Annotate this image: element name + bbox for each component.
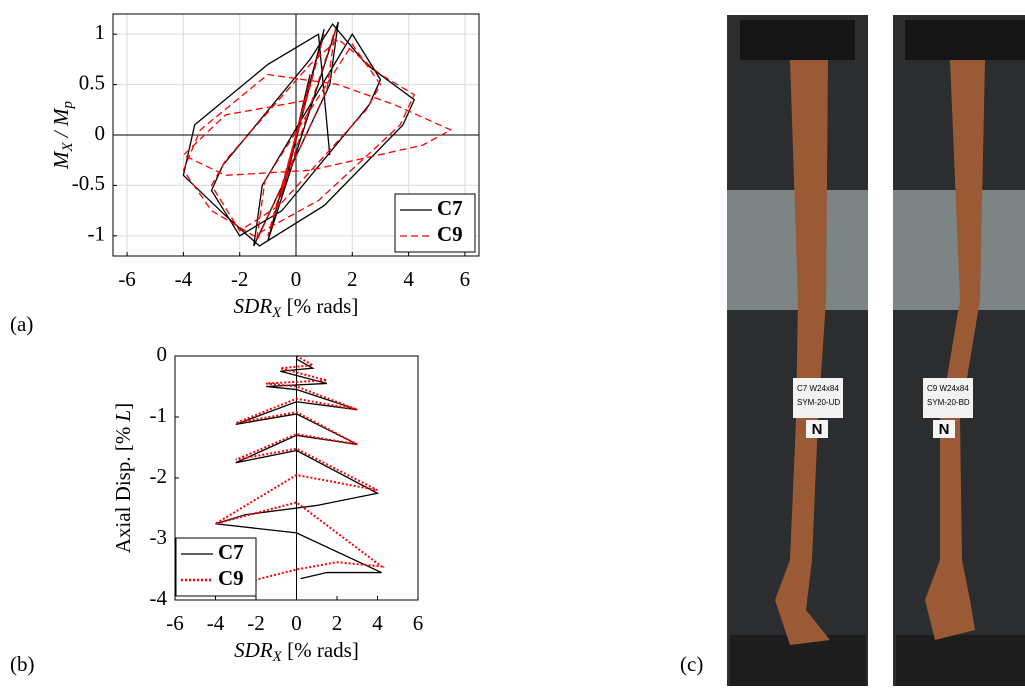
photo: C7 W24x84 SYM-20-UD N xyxy=(727,15,868,686)
y-tick-label: -0.5 xyxy=(72,171,105,195)
y-axis-label-part: / M xyxy=(49,107,73,142)
legend-label: C7 xyxy=(437,196,463,220)
x-axis-label: SDRX [% rads] xyxy=(234,638,359,666)
legend-box xyxy=(395,194,475,252)
x-tick-label: 0 xyxy=(291,611,302,635)
x-tick-label: -6 xyxy=(166,611,184,635)
photo-code: SYM-20-UD xyxy=(797,398,840,407)
photo-mark: N xyxy=(939,421,950,438)
legend-box xyxy=(176,538,256,596)
y-axis-label-part: p xyxy=(60,101,76,110)
x-tick-label: 6 xyxy=(460,267,471,291)
x-tick-label: 6 xyxy=(413,611,424,635)
x-tick-label: 2 xyxy=(347,267,358,291)
y-axis-label-part: M xyxy=(49,150,73,170)
panel-label: (c) xyxy=(680,652,703,676)
legend-label: C7 xyxy=(218,540,244,564)
x-axis-label: SDRX [% rads] xyxy=(234,294,359,322)
y-tick-label: -3 xyxy=(150,525,168,549)
legend-label: C9 xyxy=(437,222,463,246)
x-tick-label: 4 xyxy=(403,267,414,291)
x-axis-label-part: SDR xyxy=(234,638,273,662)
photo-mark: N xyxy=(812,421,823,438)
y-axis-label-part: L xyxy=(111,410,135,423)
x-axis-label-part: SDR xyxy=(234,294,273,318)
y-tick-label: -1 xyxy=(88,222,106,246)
y-tick-label: 0 xyxy=(95,121,106,145)
y-tick-label: 0.5 xyxy=(79,70,105,94)
x-tick-label: -6 xyxy=(118,267,136,291)
y-axis-label-part: ] xyxy=(111,403,135,410)
legend-label: C9 xyxy=(218,566,244,590)
x-tick-label: 0 xyxy=(291,267,302,291)
y-tick-label: -1 xyxy=(150,403,168,427)
x-axis-label-part: [% rads] xyxy=(281,294,358,318)
y-tick-label: -2 xyxy=(150,464,168,488)
x-tick-label: -2 xyxy=(231,267,249,291)
photo: C9 W24x84 SYM-20-BD N xyxy=(893,15,1025,686)
photo-tag: C7 W24x84 xyxy=(797,384,839,393)
x-axis-label-part: [% rads] xyxy=(282,638,359,662)
photo-tag: C9 W24x84 xyxy=(927,384,969,393)
x-tick-label: 4 xyxy=(372,611,383,635)
y-axis-label-part: Axial Disp. [% xyxy=(111,421,135,553)
panel-label: (a) xyxy=(10,312,33,336)
y-tick-label: 1 xyxy=(95,20,106,44)
photo-code: SYM-20-BD xyxy=(927,398,970,407)
x-tick-label: -4 xyxy=(207,611,225,635)
y-tick-label: 0 xyxy=(157,342,168,366)
x-tick-label: -2 xyxy=(247,611,265,635)
panel-label: (b) xyxy=(10,652,35,676)
x-tick-label: 2 xyxy=(332,611,343,635)
y-axis-label: Axial Disp. [% L] xyxy=(111,403,135,554)
x-tick-label: -4 xyxy=(175,267,193,291)
y-axis-label: MX / Mp xyxy=(49,101,77,171)
figure: (a) (b) (c) C7 W24x84 SYM-20-UD N C9 W24… xyxy=(0,0,1025,686)
y-tick-label: -4 xyxy=(150,586,168,610)
